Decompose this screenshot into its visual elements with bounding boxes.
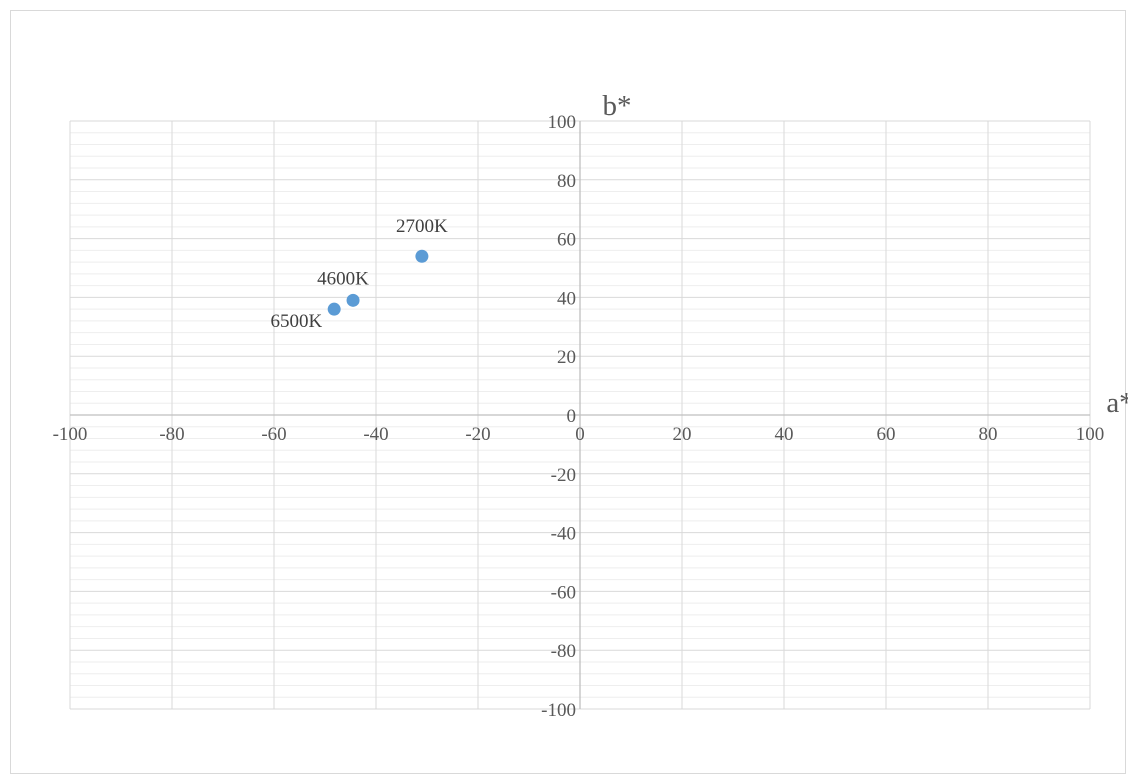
y-axis-title: b* — [603, 90, 632, 122]
y-tick-label: 60 — [557, 230, 576, 251]
data-label: 6500K — [270, 311, 322, 332]
data-point — [328, 303, 341, 316]
y-tick-label: -60 — [551, 582, 576, 603]
data-label: 4600K — [317, 268, 369, 289]
y-tick-label: -20 — [551, 465, 576, 486]
y-tick-label: 100 — [548, 112, 577, 133]
y-tick-label: 40 — [557, 288, 576, 309]
y-tick-label: 0 — [567, 406, 577, 427]
axes — [70, 121, 1090, 709]
y-tick-label: -80 — [551, 641, 576, 662]
x-tick-label: -80 — [159, 424, 184, 445]
y-tick-label: 20 — [557, 347, 576, 368]
y-tick-label: -100 — [541, 700, 576, 721]
x-tick-label: 100 — [1076, 424, 1105, 445]
y-tick-label: -40 — [551, 524, 576, 545]
x-tick-label: -100 — [53, 424, 88, 445]
x-tick-label: 20 — [673, 424, 692, 445]
data-point — [347, 294, 360, 307]
x-tick-label: -40 — [363, 424, 388, 445]
x-tick-label: 0 — [575, 424, 585, 445]
x-tick-label: -60 — [261, 424, 286, 445]
data-label: 2700K — [396, 216, 448, 237]
x-tick-label: 40 — [775, 424, 794, 445]
x-axis-title: a* — [1106, 387, 1128, 419]
x-tick-label: 60 — [877, 424, 896, 445]
x-tick-label: 80 — [979, 424, 998, 445]
y-tick-label: 80 — [557, 171, 576, 192]
data-point — [415, 250, 428, 263]
x-tick-label: -20 — [465, 424, 490, 445]
